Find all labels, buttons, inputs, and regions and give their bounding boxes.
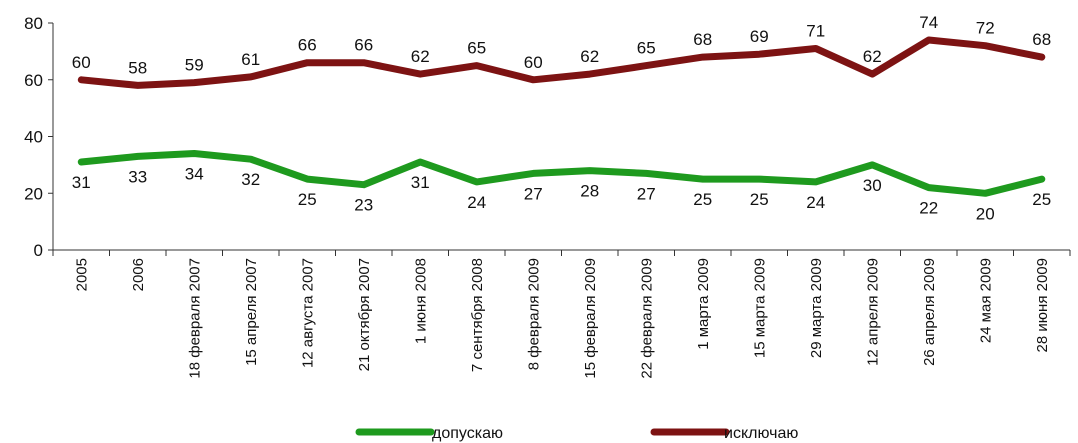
legend: допускаю исключаю — [355, 425, 798, 442]
data-label: 68 — [1032, 30, 1051, 49]
data-label: 20 — [976, 204, 995, 223]
y-tick-label: 40 — [24, 128, 43, 147]
x-tick-label: 18 февраля 2007 — [186, 258, 203, 379]
chart-axes — [52, 23, 1070, 251]
data-label: 33 — [128, 167, 147, 186]
y-axis-ticks: 0 20 40 60 80 — [24, 14, 53, 260]
x-tick-label: 7 сентября 2008 — [469, 258, 486, 372]
data-label: 61 — [241, 50, 260, 69]
data-label: 71 — [806, 22, 825, 41]
legend-label: допускаю — [432, 425, 503, 442]
y-tick-label: 80 — [24, 14, 43, 33]
y-tick-label: 20 — [24, 184, 43, 203]
x-tick-label: 1 марта 2009 — [695, 258, 712, 350]
x-tick-label: 1 июня 2008 — [412, 258, 429, 344]
data-label: 23 — [354, 196, 373, 215]
data-label: 60 — [524, 53, 543, 72]
x-tick-label: 15 февраля 2009 — [582, 258, 599, 379]
data-label: 72 — [976, 19, 995, 38]
data-label: 32 — [241, 170, 260, 189]
data-label: 22 — [919, 199, 938, 218]
data-label: 25 — [298, 190, 317, 209]
data-label: 31 — [72, 173, 91, 192]
data-label: 59 — [185, 56, 204, 75]
data-label: 66 — [354, 36, 373, 55]
data-label: 24 — [467, 193, 486, 212]
data-label: 24 — [806, 193, 825, 212]
x-axis-ticks: 2005 2006 18 февраля 2007 15 апреля 2007 12 … — [52, 250, 1071, 379]
data-label: 25 — [750, 190, 769, 209]
data-label: 65 — [637, 39, 656, 58]
x-tick-label: 29 марта 2009 — [808, 258, 825, 358]
x-tick-label: 26 апреля 2009 — [921, 258, 938, 366]
x-tick-label: 12 апреля 2009 — [864, 258, 881, 366]
x-tick-label: 21 октября 2007 — [356, 258, 373, 371]
x-tick-label: 15 марта 2009 — [751, 258, 768, 358]
data-label: 68 — [693, 30, 712, 49]
data-label: 28 — [580, 182, 599, 201]
series-line-0 — [77, 150, 1046, 197]
data-label: 62 — [580, 47, 599, 66]
x-tick-label: 8 февраля 2009 — [525, 258, 542, 370]
series-line-1 — [77, 36, 1046, 89]
data-label: 25 — [693, 190, 712, 209]
data-label: 62 — [863, 47, 882, 66]
y-tick-label: 0 — [34, 241, 43, 260]
data-labels: 31 33 34 32 25 23 31 24 27 28 27 25 25 24 30 22 20 25 60 58… — [72, 13, 1051, 223]
data-label: 65 — [467, 39, 486, 58]
data-label: 30 — [863, 176, 882, 195]
data-label: 62 — [411, 47, 430, 66]
x-tick-label: 12 августа 2007 — [299, 258, 316, 368]
series-lines — [77, 36, 1046, 197]
data-label: 60 — [72, 53, 91, 72]
x-tick-label: 2006 — [130, 258, 147, 291]
data-label: 74 — [919, 13, 938, 32]
x-tick-label: 2005 — [73, 258, 90, 291]
x-tick-label: 15 апреля 2007 — [243, 258, 260, 366]
data-label: 31 — [411, 173, 430, 192]
legend-label: исключаю — [724, 425, 798, 442]
x-tick-label: 24 мая 2009 — [977, 258, 994, 343]
data-label: 27 — [637, 184, 656, 203]
data-label: 25 — [1032, 190, 1051, 209]
data-label: 66 — [298, 36, 317, 55]
x-tick-label: 22 февраля 2009 — [638, 258, 655, 379]
x-tick-label: 28 июня 2009 — [1034, 258, 1051, 352]
data-label: 27 — [524, 184, 543, 203]
data-label: 69 — [750, 27, 769, 46]
y-tick-label: 60 — [24, 71, 43, 90]
data-label: 58 — [128, 58, 147, 77]
data-label: 34 — [185, 165, 204, 184]
